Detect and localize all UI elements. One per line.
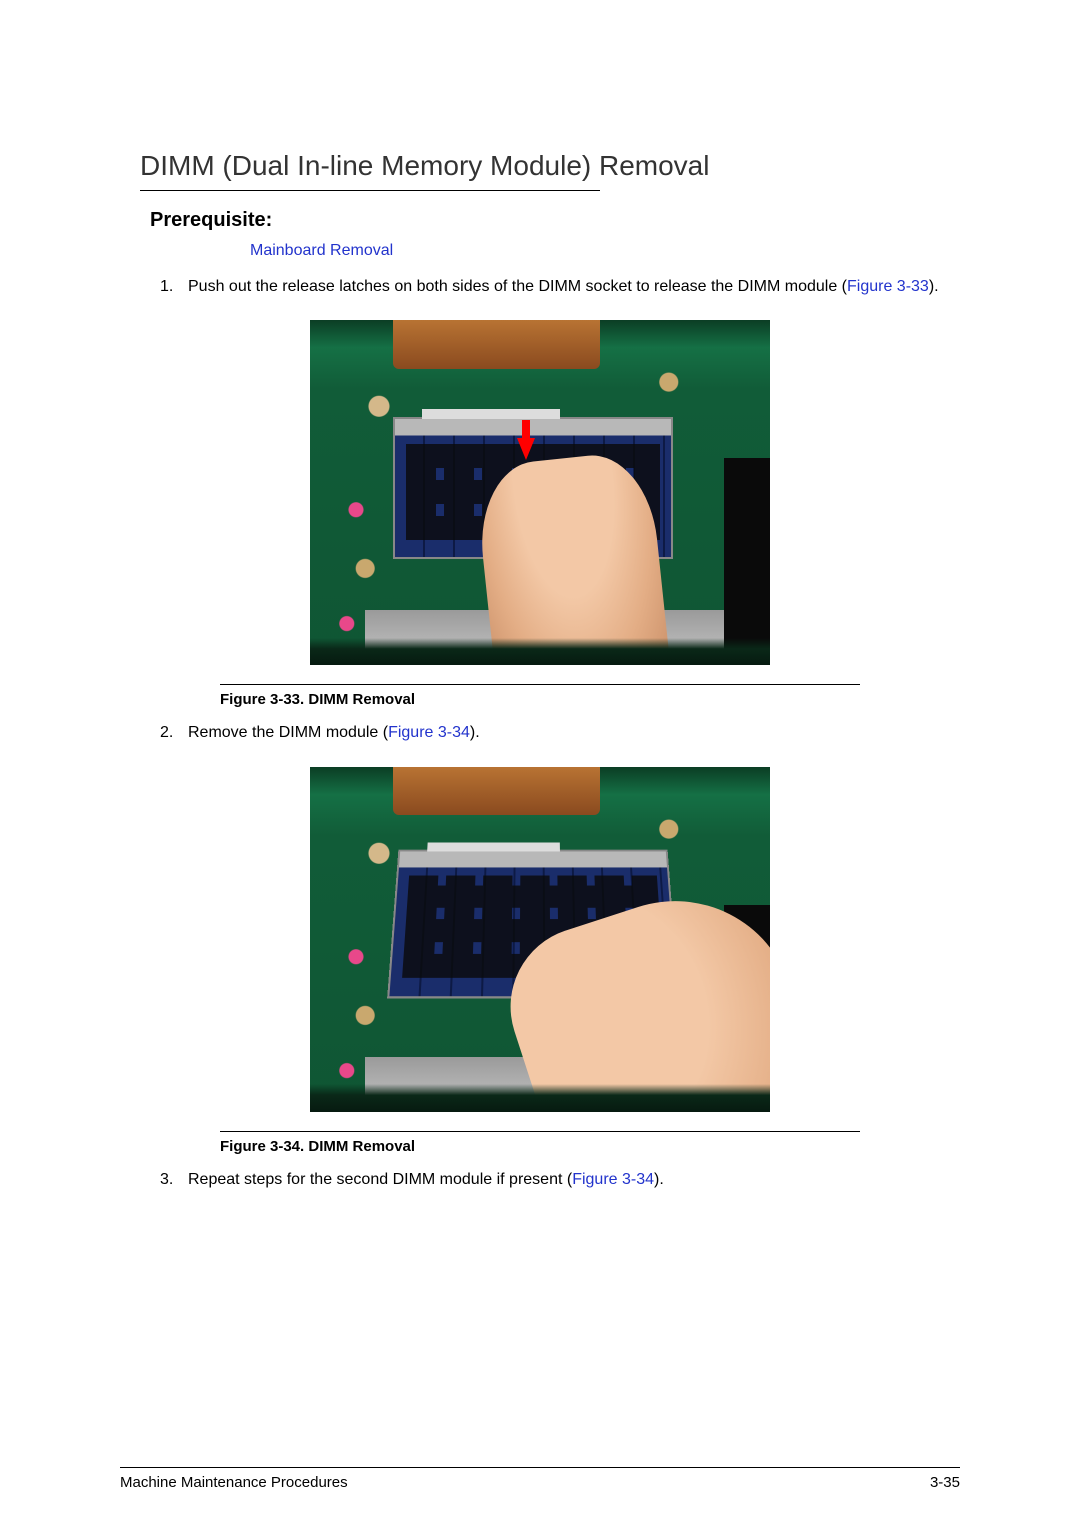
figure-3-33 [120, 320, 960, 670]
page: DIMM (Dual In-line Memory Module) Remova… [0, 0, 1080, 1527]
step-text-part: Push out the release latches on both sid… [188, 278, 847, 295]
red-arrow-icon [517, 438, 535, 460]
figure-image [310, 767, 770, 1112]
figure-rule [220, 1131, 860, 1132]
figure-image [310, 320, 770, 665]
prerequisite-link[interactable]: Mainboard Removal [250, 242, 960, 260]
title-rule [140, 190, 600, 191]
step-number: 3. [160, 1169, 188, 1191]
figure-rule [220, 684, 860, 685]
figure-caption: Figure 3-33. DIMM Removal [220, 691, 960, 708]
step-text-part: ). [470, 724, 480, 741]
heatsink-illustration [393, 320, 600, 368]
step-text: Push out the release latches on both sid… [188, 276, 960, 298]
step-number: 1. [160, 276, 188, 298]
figure-reference-link[interactable]: Figure 3-33 [847, 278, 929, 295]
shadow-illustration [310, 1084, 770, 1112]
step-3: 3. Repeat steps for the second DIMM modu… [160, 1169, 960, 1191]
figure-3-34 [120, 767, 960, 1117]
prerequisite-heading: Prerequisite: [150, 209, 960, 232]
shadow-illustration [310, 638, 770, 666]
figure-reference-link[interactable]: Figure 3-34 [572, 1171, 654, 1188]
step-text-part: Remove the DIMM module ( [188, 724, 388, 741]
step-text: Repeat steps for the second DIMM module … [188, 1169, 960, 1191]
heatsink-illustration [393, 767, 600, 815]
page-footer: Machine Maintenance Procedures 3-35 [120, 1467, 960, 1491]
section-title: DIMM (Dual In-line Memory Module) Remova… [140, 150, 960, 182]
steps-list: 1. Push out the release latches on both … [160, 276, 960, 298]
steps-list: 2. Remove the DIMM module (Figure 3-34). [160, 722, 960, 744]
shadow-illustration [724, 458, 770, 665]
steps-list: 3. Repeat steps for the second DIMM modu… [160, 1169, 960, 1191]
figure-reference-link[interactable]: Figure 3-34 [388, 724, 470, 741]
page-number: 3-35 [930, 1474, 960, 1491]
step-2: 2. Remove the DIMM module (Figure 3-34). [160, 722, 960, 744]
step-text-part: ). [929, 278, 939, 295]
step-number: 2. [160, 722, 188, 744]
step-text-part: ). [654, 1171, 664, 1188]
step-1: 1. Push out the release latches on both … [160, 276, 960, 298]
step-text: Remove the DIMM module (Figure 3-34). [188, 722, 960, 744]
figure-caption: Figure 3-34. DIMM Removal [220, 1138, 960, 1155]
footer-left: Machine Maintenance Procedures [120, 1474, 348, 1491]
step-text-part: Repeat steps for the second DIMM module … [188, 1171, 572, 1188]
